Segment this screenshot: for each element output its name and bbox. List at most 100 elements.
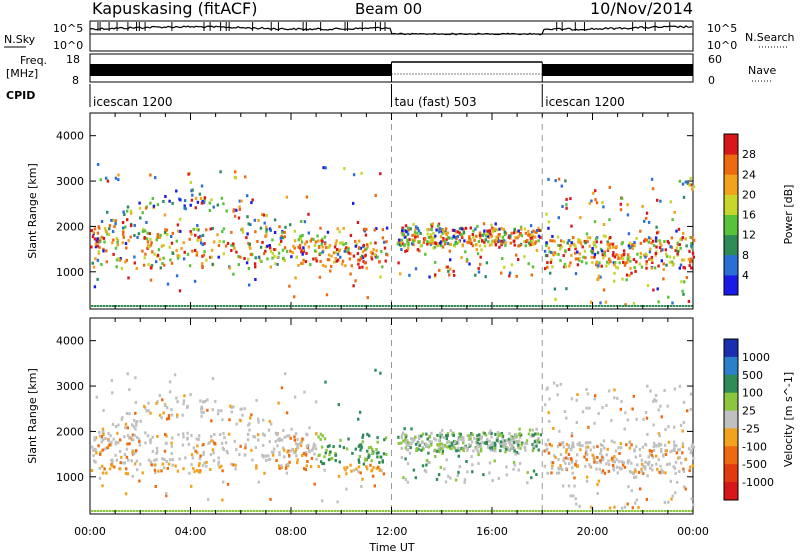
data-cell [581, 410, 585, 414]
data-cell [189, 393, 192, 397]
colorbar-segment [724, 234, 738, 256]
data-cell [365, 227, 368, 231]
data-cell [628, 446, 632, 450]
data-cell [278, 466, 281, 470]
data-cell [510, 446, 513, 450]
data-cell [288, 453, 291, 457]
data-cell [673, 447, 676, 451]
data-cell [628, 440, 631, 444]
data-cell [158, 236, 162, 239]
data-cell [230, 462, 233, 466]
data-cell [639, 229, 642, 233]
data-cell [471, 433, 474, 437]
data-cell [427, 236, 431, 239]
data-cell [315, 259, 318, 263]
data-cell [429, 239, 433, 243]
data-cell [98, 430, 101, 434]
data-cell [339, 438, 342, 442]
data-cell [477, 438, 480, 441]
data-cell [496, 236, 500, 240]
data-cell [383, 246, 387, 250]
data-cell [681, 451, 684, 455]
data-cell [437, 438, 441, 442]
data-cell [108, 467, 112, 471]
data-cell [402, 439, 405, 443]
data-cell [524, 244, 527, 248]
data-cell [574, 272, 578, 276]
data-cell [201, 464, 205, 468]
data-cell [178, 510, 181, 512]
data-cell [103, 510, 106, 512]
data-cell [324, 264, 327, 268]
data-cell [142, 305, 145, 307]
x-tick-label: 08:00 [275, 525, 307, 538]
data-cell [653, 441, 656, 445]
data-cell [535, 248, 539, 252]
data-cell [620, 506, 624, 510]
data-cell [664, 443, 667, 447]
data-cell [126, 434, 130, 437]
data-cell [222, 480, 225, 484]
data-cell [321, 245, 324, 249]
data-cell [509, 234, 512, 238]
data-cell [550, 251, 553, 254]
data-cell [660, 243, 663, 247]
data-cell [486, 234, 490, 238]
data-cell [578, 441, 581, 445]
data-cell [253, 435, 257, 439]
data-cell [561, 442, 564, 446]
data-cell [491, 445, 494, 449]
data-cell [417, 229, 421, 233]
data-cell [438, 450, 441, 454]
data-cell [669, 450, 672, 454]
data-cell [490, 510, 493, 512]
data-cell [327, 458, 331, 462]
data-cell [238, 305, 241, 307]
data-cell [95, 451, 98, 455]
data-cell [170, 235, 173, 238]
data-cell [176, 223, 180, 227]
data-cell [477, 270, 481, 274]
data-cell [674, 460, 678, 464]
data-cell [550, 305, 553, 307]
data-cell [280, 438, 284, 442]
data-cell [330, 254, 333, 258]
data-cell [170, 444, 173, 448]
data-cell [118, 467, 121, 471]
data-cell [164, 195, 167, 198]
data-cell [511, 305, 514, 307]
data-cell [662, 268, 665, 271]
data-cell [169, 305, 172, 307]
data-cell [482, 222, 486, 226]
data-cell [492, 227, 495, 231]
data-cell [251, 198, 254, 202]
data-cell [613, 440, 616, 444]
data-cell [608, 243, 611, 247]
data-cell [109, 305, 112, 307]
data-cell [679, 246, 682, 250]
data-cell [222, 431, 225, 435]
data-cell [548, 397, 551, 401]
data-cell [326, 258, 330, 262]
data-cell [406, 439, 409, 442]
data-cell [232, 510, 235, 512]
data-cell [561, 205, 564, 208]
data-cell [479, 449, 483, 453]
data-cell [632, 301, 636, 305]
data-cell [338, 460, 341, 464]
data-cell [626, 203, 629, 207]
data-cell [107, 439, 110, 443]
data-cell [155, 238, 158, 242]
data-cell [218, 465, 221, 469]
data-cell [623, 427, 626, 431]
data-cell [466, 470, 469, 474]
data-cell [129, 224, 133, 228]
data-cell [92, 448, 95, 452]
data-cell [535, 444, 538, 448]
data-cell [93, 237, 97, 241]
data-cell [626, 459, 630, 463]
data-cell [491, 230, 494, 234]
data-cell [162, 256, 165, 260]
data-cell [127, 458, 130, 462]
